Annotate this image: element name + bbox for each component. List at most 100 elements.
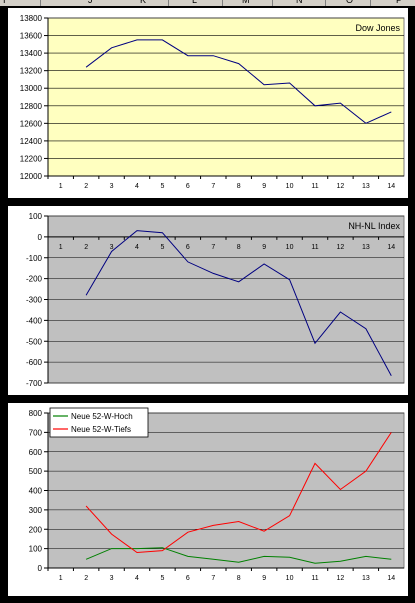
y-tick-label: 300 — [29, 506, 43, 515]
spreadsheet-column-header-bar: I J K L M N O P — [0, 0, 415, 6]
x-tick-label: 1 — [59, 244, 63, 251]
column-header-m[interactable]: M — [242, 0, 250, 5]
x-tick-label: 11 — [311, 575, 318, 582]
y-tick-label: -700 — [26, 379, 43, 388]
series-line — [85, 230, 392, 376]
x-tick-label: 8 — [237, 575, 241, 582]
y-tick-label: -500 — [26, 337, 43, 346]
x-tick-label: 2 — [84, 575, 88, 582]
x-tick-label: 5 — [160, 575, 164, 582]
x-tick-label: 6 — [186, 244, 190, 251]
column-divider[interactable] — [370, 0, 371, 6]
dow-jones-chart-panel[interactable]: 12000 12200 12400 12600 12800 13000 13200 13400… — [8, 8, 408, 198]
x-tick-label: 7 — [211, 575, 215, 582]
y-tick-label: -100 — [26, 254, 43, 263]
column-header-j[interactable]: J — [88, 0, 93, 5]
x-tick-label: 1 — [59, 183, 63, 190]
series-line — [85, 547, 392, 564]
x-tick-label: 1 — [59, 575, 63, 582]
y-tick-label: 600 — [29, 448, 43, 457]
nh-nl-index-chart-panel[interactable]: 100 0 -100 -200 -300 -400 -500 -600 -700 1 2 3 4 5 6 7 8… — [8, 206, 408, 395]
y-tick-label: -400 — [26, 316, 43, 325]
y-tick-label: 12600 — [20, 119, 43, 128]
y-tick-label: 200 — [29, 525, 43, 534]
x-tick-label: 12 — [337, 183, 345, 190]
legend-entry: Neue 52-W-Tiefs — [71, 425, 131, 434]
column-header-l[interactable]: L — [192, 0, 198, 5]
chart-title: Dow Jones — [355, 23, 400, 33]
y-tick-label: 12400 — [20, 137, 43, 146]
x-tick-label: 9 — [262, 244, 266, 251]
x-tick-label: 3 — [110, 575, 114, 582]
x-tick-label: 12 — [337, 244, 345, 251]
y-tick-label: 100 — [29, 212, 43, 221]
y-tick-label: 12000 — [20, 172, 43, 181]
x-tick-label: 2 — [84, 244, 88, 251]
x-tick-label: 5 — [160, 244, 164, 251]
y-tick-label: 100 — [29, 545, 43, 554]
x-tick-label: 10 — [286, 575, 294, 582]
x-tick-label: 8 — [237, 183, 241, 190]
x-tick-label: 2 — [84, 183, 88, 190]
new-highs-lows-chart-panel[interactable]: 0 100 200 300 400 500 600 700 800 1 2 3 4 5 6 7 8 9 10 11 12… — [8, 403, 408, 596]
x-tick-label: 4 — [135, 575, 139, 582]
series-line — [85, 39, 392, 124]
x-tick-label: 10 — [286, 244, 294, 251]
y-tick-label: -300 — [26, 296, 43, 305]
x-tick-label: 12 — [337, 575, 345, 582]
x-tick-label: 11 — [311, 183, 318, 190]
column-header-i[interactable]: I — [3, 0, 6, 5]
column-header-n[interactable]: N — [296, 0, 303, 5]
x-tick-label: 6 — [186, 575, 190, 582]
y-tick-label: 700 — [29, 428, 43, 437]
y-tick-label: 800 — [29, 409, 43, 418]
series-line — [85, 432, 392, 554]
x-tick-label: 11 — [311, 244, 318, 251]
column-header-o[interactable]: O — [346, 0, 354, 5]
y-tick-label: 12800 — [20, 102, 43, 111]
x-tick-label: 4 — [135, 244, 139, 251]
column-header-k[interactable]: K — [140, 0, 147, 5]
y-tick-label: 13400 — [20, 49, 43, 58]
chart-title: NH-NL Index — [348, 221, 400, 231]
x-tick-label: 13 — [362, 183, 370, 190]
x-tick-label: 3 — [110, 183, 114, 190]
x-tick-label: 9 — [262, 183, 266, 190]
legend-box — [49, 407, 149, 438]
y-tick-label: 400 — [29, 487, 43, 496]
legend-entry: Neue 52-W-Hoch — [71, 412, 133, 421]
column-divider[interactable] — [168, 0, 169, 6]
x-tick-label: 7 — [211, 183, 215, 190]
column-divider[interactable] — [325, 0, 326, 6]
x-tick-label: 8 — [237, 244, 241, 251]
y-tick-label: 0 — [38, 564, 43, 573]
x-tick-label: 5 — [160, 183, 164, 190]
column-divider[interactable] — [222, 0, 223, 6]
y-tick-label: 13600 — [20, 32, 43, 41]
column-divider[interactable] — [272, 0, 273, 6]
x-tick-label: 13 — [362, 575, 370, 582]
y-tick-label: 12200 — [20, 154, 43, 163]
x-tick-label: 14 — [387, 575, 395, 582]
x-tick-label: 14 — [387, 183, 395, 190]
x-tick-label: 14 — [387, 244, 395, 251]
x-tick-label: 10 — [286, 183, 294, 190]
y-tick-label: 500 — [29, 467, 43, 476]
dow-jones-chart: 12000 12200 12400 12600 12800 13000 13200 13400… — [20, 14, 405, 190]
x-tick-label: 3 — [110, 244, 114, 251]
column-divider[interactable] — [40, 0, 41, 6]
y-tick-label: 13800 — [20, 14, 43, 23]
plot-area — [47, 17, 405, 177]
y-tick-label: -600 — [26, 358, 43, 367]
y-tick-label: 0 — [38, 233, 43, 242]
x-tick-label: 6 — [186, 183, 190, 190]
column-header-p[interactable]: P — [396, 0, 403, 5]
x-tick-label: 7 — [211, 244, 215, 251]
x-tick-label: 13 — [362, 244, 370, 251]
y-tick-label: 13000 — [20, 84, 43, 93]
y-tick-label: -200 — [26, 275, 43, 284]
x-tick-label: 9 — [262, 575, 266, 582]
x-tick-label: 4 — [135, 183, 139, 190]
